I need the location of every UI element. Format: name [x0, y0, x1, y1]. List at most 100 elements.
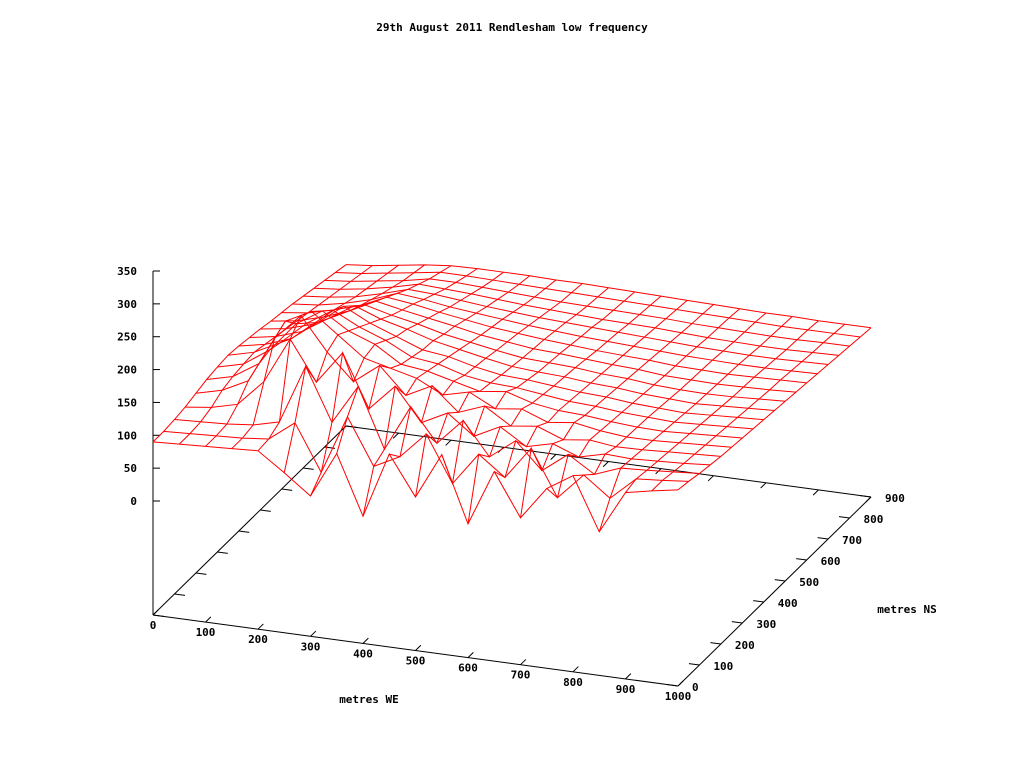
left-axis-line	[152, 425, 347, 616]
mesh-line-row	[345, 264, 872, 329]
chart-title: 29th August 2011 Rendlesham low frequenc…	[376, 21, 648, 34]
mesh-line-col	[336, 275, 531, 454]
mesh-line-col	[283, 268, 478, 473]
y-tick-label: 800	[864, 513, 884, 526]
mesh-line-col	[625, 320, 819, 493]
y-tick	[667, 684, 679, 687]
mesh-line-col	[677, 327, 872, 491]
mesh-line-col	[441, 291, 636, 486]
x-tick-mirror	[865, 496, 872, 503]
x-tick-label: 500	[406, 655, 426, 668]
z-tick-label: 250	[117, 331, 137, 344]
mesh-line-col	[467, 295, 662, 524]
y-tick-mirror	[345, 425, 357, 428]
x-tick	[415, 644, 422, 651]
x-tick-mirror	[760, 482, 767, 489]
mesh-line-col	[205, 264, 399, 447]
mesh-line-col	[415, 287, 609, 498]
mesh-line-row	[270, 300, 796, 393]
x-tick-mirror	[812, 489, 819, 496]
tick-labels: 0501001502002503003500100200300400500600…	[117, 265, 905, 703]
z-tick-label: 50	[124, 462, 137, 475]
surface-mesh	[152, 264, 872, 533]
mesh-line-row	[260, 304, 786, 402]
y-tick-label: 700	[842, 534, 862, 547]
x-tick-mirror	[392, 432, 399, 439]
x-tick	[310, 630, 317, 637]
x-tick-label: 800	[563, 676, 583, 689]
mesh-line-col	[572, 312, 767, 477]
y-tick-label: 0	[692, 681, 699, 694]
mesh-line-col	[310, 271, 504, 497]
y-axis-line	[677, 496, 872, 687]
y-tick-mirror	[238, 530, 250, 533]
x-tick-label: 0	[150, 619, 157, 632]
z-tick-label: 200	[117, 364, 137, 377]
y-tick-label: 500	[799, 576, 819, 589]
mesh-line-col	[494, 299, 688, 479]
y-tick-label: 100	[713, 660, 733, 673]
x-tick	[625, 673, 632, 680]
y-tick-mirror	[174, 593, 186, 596]
mesh-line-col	[651, 323, 846, 492]
mesh-line-col	[231, 264, 426, 449]
y-tick	[688, 663, 700, 666]
y-tick	[774, 579, 786, 582]
z-tick-label: 350	[117, 265, 137, 278]
x-tick-label: 600	[458, 662, 478, 675]
y-tick	[753, 600, 764, 603]
mesh-line-col	[152, 264, 347, 443]
x-tick-mirror	[707, 475, 714, 482]
y-tick	[838, 516, 850, 519]
y-tick-mirror	[281, 488, 293, 491]
x-tick	[205, 616, 212, 623]
x-tick	[677, 680, 684, 687]
mesh-line-col	[389, 283, 583, 458]
x-tick	[572, 666, 579, 673]
x-tick	[520, 659, 527, 666]
y-axis-label: metres NS	[877, 603, 937, 616]
y-tick	[860, 495, 872, 498]
x-tick	[467, 651, 474, 658]
y-tick	[731, 621, 743, 624]
mesh-line-row	[152, 441, 679, 533]
y-tick-mirror	[217, 551, 228, 554]
y-tick-label: 200	[735, 639, 755, 652]
x-tick-mirror	[602, 461, 609, 468]
y-tick-mirror	[152, 614, 164, 617]
x-tick-label: 100	[196, 626, 216, 639]
z-tick-label: 150	[117, 396, 137, 409]
x-tick	[257, 623, 264, 630]
x-tick-label: 300	[301, 640, 321, 653]
mesh-line-row	[174, 365, 700, 475]
y-tick	[796, 558, 807, 561]
x-tick-label: 700	[511, 669, 531, 682]
x-tick-label: 900	[616, 683, 636, 696]
z-tick-label: 0	[130, 495, 137, 508]
y-tick-label: 400	[778, 597, 798, 610]
mesh-line-col	[546, 308, 741, 499]
mesh-line-col	[257, 265, 452, 452]
x-tick-label: 400	[353, 647, 373, 660]
y-tick	[710, 642, 721, 645]
y-tick-label: 300	[756, 618, 776, 631]
y-tick	[817, 537, 829, 540]
x-axis-label: metres WE	[339, 693, 399, 706]
z-tick-label: 300	[117, 298, 137, 311]
mesh-line-col	[520, 304, 714, 518]
z-tick-label: 100	[117, 429, 137, 442]
x-tick-label: 1000	[665, 690, 692, 703]
x-tick	[152, 609, 159, 616]
x-tick-label: 200	[248, 633, 268, 646]
x-tick-mirror	[550, 454, 557, 461]
y-tick-label: 600	[821, 555, 841, 568]
y-tick-mirror	[303, 467, 314, 470]
x-tick	[362, 637, 369, 644]
mesh-line-col	[598, 316, 793, 532]
mesh-line-col	[362, 279, 557, 517]
x-tick-mirror	[445, 439, 452, 446]
y-tick-label: 900	[885, 492, 905, 505]
y-tick-mirror	[260, 509, 271, 512]
y-tick-mirror	[195, 572, 207, 575]
